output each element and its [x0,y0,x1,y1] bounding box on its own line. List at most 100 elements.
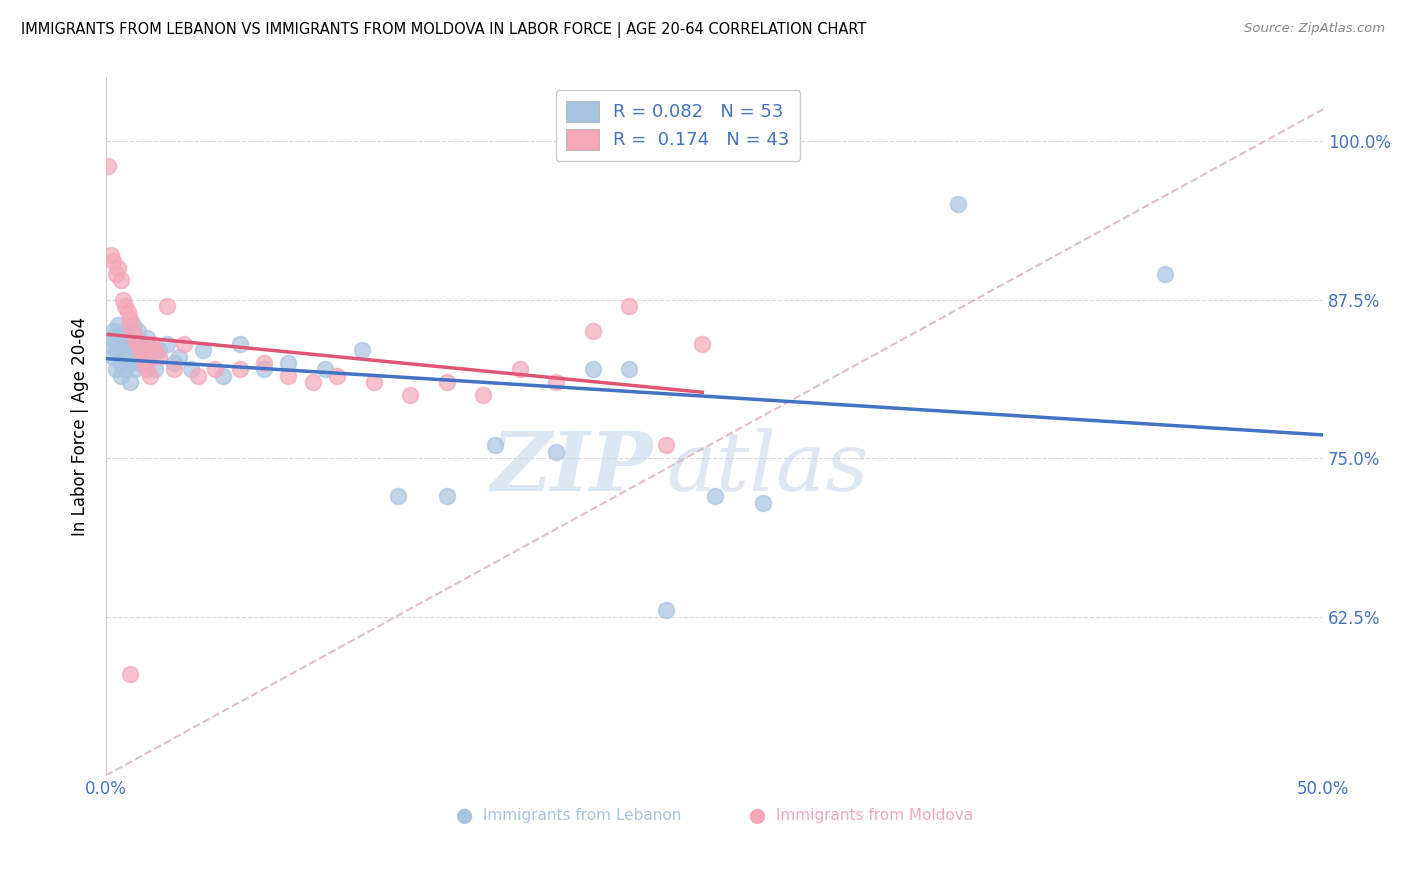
Point [163,356,186,370]
Point [114,299,136,313]
Point [619,299,641,313]
Point [134,356,156,370]
Point [363,375,385,389]
Point [103,350,125,364]
Point [253,362,276,376]
Point [1154,267,1177,281]
Point [138,350,160,364]
Point [121,324,143,338]
Point [229,337,252,351]
Point [163,362,186,376]
Point [100,248,122,262]
Point [143,343,166,358]
Point [103,324,125,338]
Point [111,324,134,338]
Point [619,362,641,376]
Point [484,438,506,452]
Point [127,337,149,351]
Text: ZIP: ZIP [491,428,654,508]
Point [124,343,146,358]
Point [131,343,153,358]
Point [277,356,299,370]
Text: IMMIGRANTS FROM LEBANON VS IMMIGRANTS FROM MOLDOVA IN LABOR FORCE | AGE 20-64 CO: IMMIGRANTS FROM LEBANON VS IMMIGRANTS FR… [21,22,866,38]
Point [302,375,325,389]
Point [436,375,458,389]
Point [124,362,146,376]
Point [103,254,125,268]
Point [110,273,132,287]
Point [156,337,179,351]
Point [655,603,678,617]
Point [110,368,132,383]
Point [546,375,568,389]
Text: ⬤  Immigrants from Moldova: ⬤ Immigrants from Moldova [748,808,973,824]
Point [120,318,142,332]
Point [120,311,142,326]
Point [204,362,226,376]
Point [127,337,149,351]
Point [173,337,195,351]
Text: atlas: atlas [666,428,869,508]
Point [946,197,969,211]
Point [546,445,568,459]
Point [121,318,143,332]
Point [104,343,127,358]
Point [399,387,422,401]
Point [141,337,163,351]
Point [350,343,373,358]
Point [111,337,134,351]
Point [129,356,152,370]
Point [104,362,127,376]
Point [124,330,146,344]
Point [114,362,136,376]
Point [107,337,129,351]
Point [120,356,142,370]
Point [314,362,336,376]
Point [100,330,122,344]
Point [703,489,725,503]
Point [97,337,120,351]
Point [127,324,149,338]
Point [136,362,159,376]
Point [148,343,170,358]
Text: Source: ZipAtlas.com: Source: ZipAtlas.com [1244,22,1385,36]
Point [752,495,775,509]
Point [129,343,152,358]
Y-axis label: In Labor Force | Age 20-64: In Labor Force | Age 20-64 [72,317,89,536]
Point [104,267,127,281]
Point [117,305,139,319]
Point [229,362,252,376]
Point [121,337,143,351]
Point [655,438,678,452]
Point [582,362,605,376]
Point [143,362,166,376]
Point [180,362,202,376]
Point [582,324,605,338]
Point [156,299,179,313]
Point [111,293,134,307]
Point [131,350,153,364]
Point [107,260,129,275]
Point [97,159,120,173]
Point [148,350,170,364]
Point [136,330,159,344]
Point [117,343,139,358]
Point [187,368,209,383]
Point [472,387,495,401]
Point [692,337,714,351]
Point [120,375,142,389]
Point [211,368,233,383]
Point [509,362,531,376]
Text: ⬤  Immigrants from Lebanon: ⬤ Immigrants from Lebanon [456,808,681,824]
Point [193,343,215,358]
Point [387,489,409,503]
Point [120,666,142,681]
Point [326,368,349,383]
Point [277,368,299,383]
Legend: R = 0.082   N = 53, R =  0.174   N = 43: R = 0.082 N = 53, R = 0.174 N = 43 [555,90,800,161]
Point [117,330,139,344]
Point [167,350,190,364]
Point [107,318,129,332]
Point [134,337,156,351]
Point [138,368,160,383]
